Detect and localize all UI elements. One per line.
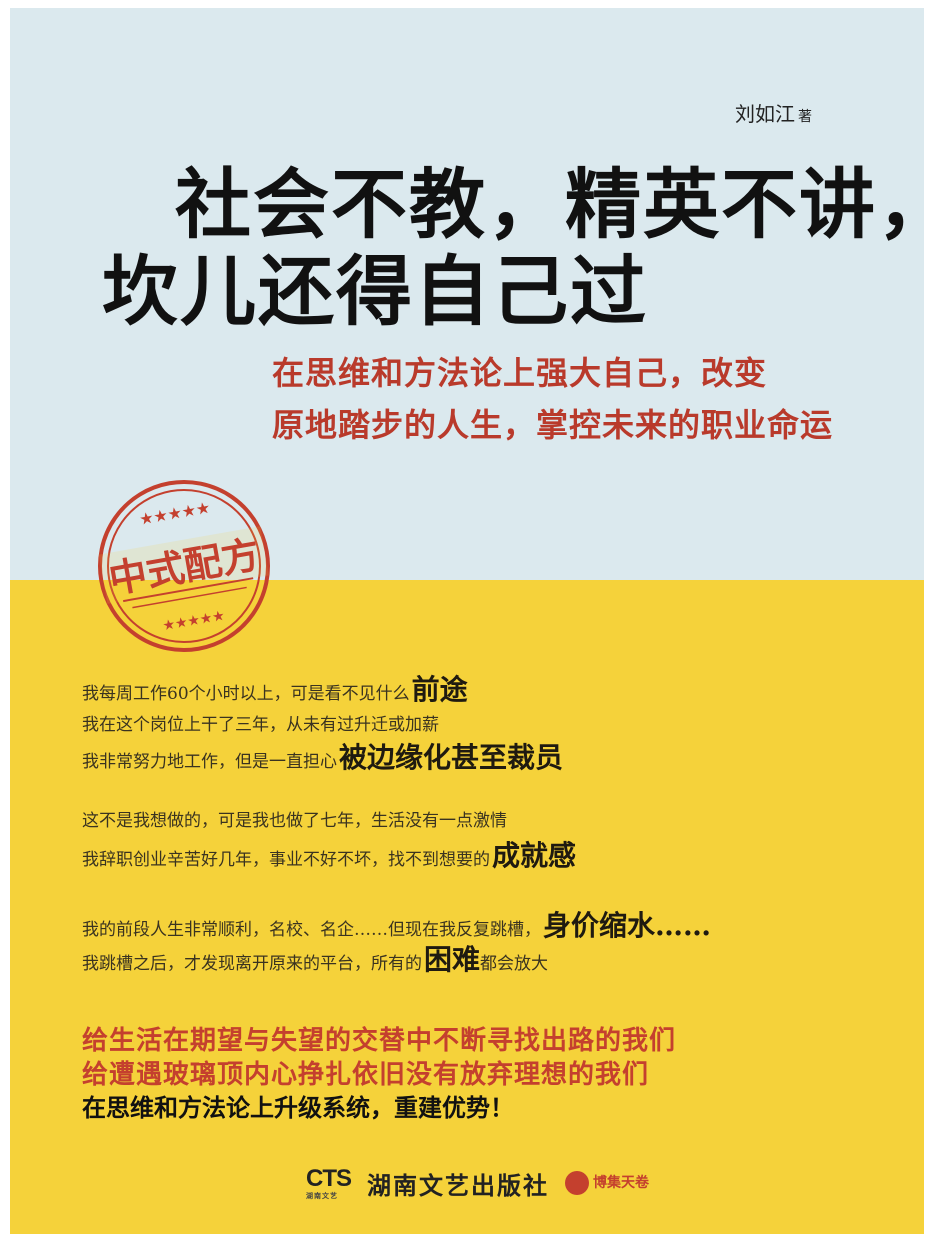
book-cover: 刘如江著 社会不教，精英不讲， 坎儿还得自己过 在思维和方法论上强大自己，改变 … [10,8,924,1234]
partner-name: 博集天卷 [593,1175,649,1191]
stamp-bottom-stars: ★★★★★ [161,608,226,635]
body-line-3: 我非常努力地工作，但是一直担心被边缘化甚至裁员 [82,741,564,774]
cts-mark: CTS [306,1164,352,1192]
body-line-5: 我辞职创业辛苦好几年，事业不好不坏，找不到想要的成就感 [82,839,577,872]
publisher-logos: CTS 湖南文艺 湖南文艺出版社 博集天卷 [306,1163,649,1203]
subtitle-line-2: 原地踏步的人生，掌控未来的职业命运 [272,406,834,444]
final-line: 在思维和方法论上升级系统，重建优势！ [82,1094,514,1122]
stamp-seal: ★★★★★ 中式配方 ★★★★★ [98,480,270,652]
title-line-2: 坎儿还得自己过 [102,247,648,336]
body-line-2: 我在这个岗位上干了三年，从未有过升迁或加薪 [82,715,439,735]
red-line-1: 给生活在期望与失望的交替中不断寻找出路的我们 [82,1026,677,1056]
body-line-6: 我的前段人生非常顺利，名校、名企……但现在我反复跳槽，身价缩水…… [82,909,712,942]
cover-bottom-area [10,580,924,1234]
partner-logo: 博集天卷 [565,1171,649,1195]
author-name: 刘如江 [735,104,795,126]
subtitle-line-1: 在思维和方法论上强大自己，改变 [272,354,768,392]
author-suffix: 著 [798,108,812,124]
partner-icon [565,1171,589,1195]
cts-sub: 湖南文艺 [306,1192,338,1200]
cts-logo: CTS 湖南文艺 [306,1164,352,1200]
stamp-top-stars: ★★★★★ [138,498,212,529]
publisher-name: 湖南文艺出版社 [367,1170,549,1200]
body-line-4: 这不是我想做的，可是我也做了七年，生活没有一点激情 [82,811,507,831]
body-line-1: 我每周工作60个小时以上，可是看不见什么前途 [82,673,468,706]
title-line-1: 社会不教，精英不讲， [175,160,924,249]
body-line-7: 我跳槽之后，才发现离开原来的平台，所有的困难都会放大 [82,943,549,976]
red-line-2: 给遭遇玻璃顶内心挣扎依旧没有放弃理想的我们 [82,1060,650,1090]
author: 刘如江著 [735,98,812,127]
